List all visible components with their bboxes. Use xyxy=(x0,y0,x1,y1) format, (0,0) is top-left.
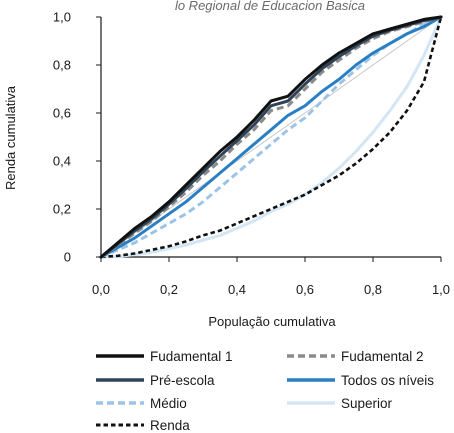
legend-label: Médio xyxy=(150,396,187,411)
equality-diagonal xyxy=(100,16,442,258)
x-tick-label: 0,0 xyxy=(92,282,110,297)
equality-line xyxy=(100,16,442,258)
x-tick-label: 0,8 xyxy=(364,282,382,297)
x-axis-title: População cumulativa xyxy=(208,314,336,329)
series-line-fudamental-2 xyxy=(100,15,442,259)
legend-label: Todos os níveis xyxy=(341,373,434,388)
tick-labels: 0 0,2 0,4 0,6 0,8 1,0 0,0 0,2 0,4 0,6 0,8 1,0 xyxy=(53,10,450,298)
y-axis-title: Renda cumulativa xyxy=(3,85,18,190)
y-tick-label: 0,6 xyxy=(53,106,71,121)
x-tick-label: 0,2 xyxy=(160,282,178,297)
legend: Fudamental 1 Fudamental 2 Pré-escola Todos … xyxy=(96,349,434,433)
legend-label: Renda xyxy=(150,418,190,433)
y-tick-label: 0 xyxy=(64,250,71,265)
y-tick-label: 0,8 xyxy=(53,58,71,73)
legend-label: Fudamental 2 xyxy=(341,349,424,364)
series-line-todos-os-n-veis xyxy=(99,15,443,259)
series-lines xyxy=(99,15,443,259)
y-tick-label: 0,4 xyxy=(53,154,71,169)
legend-label: Superior xyxy=(341,396,393,411)
y-tick-label: 1,0 xyxy=(53,10,71,25)
chart-axes xyxy=(96,16,442,262)
y-tick-label: 0,2 xyxy=(53,202,71,217)
series-line-superior xyxy=(99,15,443,259)
series-line-pr-escola xyxy=(99,15,443,259)
top-caption: lo Regional de Educacion Basica xyxy=(175,0,365,13)
series-line-fudamental-1 xyxy=(99,15,443,259)
x-tick-label: 0,4 xyxy=(228,282,246,297)
legend-label: Pré-escola xyxy=(150,373,215,388)
legend-label: Fudamental 1 xyxy=(150,349,233,364)
x-tick-label: 0,6 xyxy=(296,282,314,297)
x-tick-label: 1,0 xyxy=(432,282,450,297)
